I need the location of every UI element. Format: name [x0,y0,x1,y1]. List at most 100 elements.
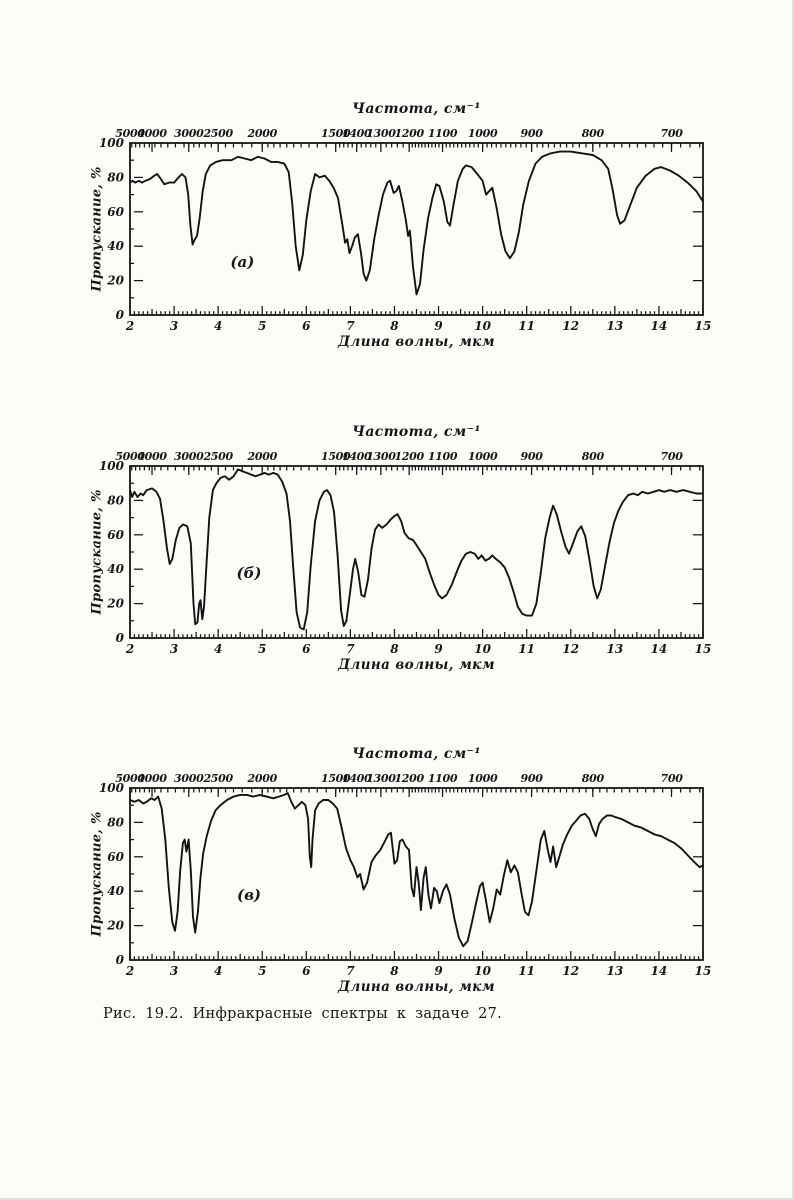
svg-text:5: 5 [258,642,266,656]
spectrum-curve [129,468,704,631]
svg-text:1400: 1400 [342,772,372,785]
svg-text:2: 2 [125,319,134,333]
svg-text:0: 0 [116,953,125,967]
svg-text:1000: 1000 [468,127,498,140]
wavelength-axis-title: Длина волны, мкм [338,979,495,995]
svg-text:5000: 5000 [115,450,145,463]
svg-text:900: 900 [521,772,544,785]
svg-text:12: 12 [562,964,579,978]
svg-text:7: 7 [346,964,355,978]
svg-text:8: 8 [390,319,399,333]
svg-text:1200: 1200 [394,772,424,785]
svg-text:1200: 1200 [394,450,424,463]
svg-text:13: 13 [606,964,623,978]
svg-text:1500: 1500 [321,450,351,463]
svg-text:700: 700 [660,450,683,463]
svg-text:4000: 4000 [137,772,167,785]
svg-text:10: 10 [474,319,491,333]
svg-text:20: 20 [106,597,124,611]
svg-text:1100: 1100 [428,450,458,463]
svg-text:40: 40 [107,884,124,898]
svg-text:1400: 1400 [342,127,372,140]
svg-text:2: 2 [125,642,134,656]
svg-text:60: 60 [107,205,124,219]
ir-spectrum-chart-a: Частота, см⁻¹ Пропускание, % 5000 4000 300… [0,95,794,357]
svg-text:4: 4 [214,319,222,333]
svg-text:6: 6 [302,642,311,656]
wavelength-axis-title: Длина волны, мкм [338,657,495,673]
svg-text:11: 11 [518,319,535,333]
svg-text:2: 2 [125,964,134,978]
svg-text:12: 12 [562,642,579,656]
svg-text:4: 4 [214,964,222,978]
svg-text:8: 8 [390,964,399,978]
svg-text:9: 9 [434,642,443,656]
svg-text:7: 7 [346,319,355,333]
svg-text:1000: 1000 [468,772,498,785]
svg-text:2000: 2000 [247,450,278,463]
svg-text:3000: 3000 [174,450,204,463]
svg-text:2500: 2500 [202,127,233,140]
svg-text:100: 100 [99,459,125,473]
svg-text:60: 60 [107,528,124,542]
svg-text:3: 3 [170,319,178,333]
svg-text:1200: 1200 [394,127,424,140]
svg-text:15: 15 [695,964,712,978]
svg-text:5000: 5000 [115,772,145,785]
svg-text:900: 900 [521,127,544,140]
svg-text:7: 7 [346,642,355,656]
svg-text:2500: 2500 [202,450,233,463]
svg-text:14: 14 [651,964,668,978]
svg-text:8: 8 [390,642,399,656]
svg-text:800: 800 [582,450,605,463]
figure-caption: Рис. 19.2. Инфракрасные спектры к задаче… [103,1006,503,1022]
svg-text:60: 60 [107,850,124,864]
svg-text:20: 20 [106,919,124,933]
ir-spectrum-chart-v: Частота, см⁻¹ Пропускание, % 5000 4000 300… [0,740,794,1002]
svg-text:13: 13 [606,642,623,656]
svg-text:11: 11 [518,642,535,656]
svg-text:800: 800 [582,127,605,140]
svg-text:1000: 1000 [468,450,498,463]
svg-text:900: 900 [521,450,544,463]
svg-text:14: 14 [651,642,668,656]
svg-text:9: 9 [434,319,443,333]
ir-spectrum-chart-b: Частота, см⁻¹ Пропускание, % 5000 4000 300… [0,418,794,680]
svg-text:700: 700 [660,127,683,140]
svg-text:1300: 1300 [366,450,396,463]
frequency-axis-title: Частота, см⁻¹ [352,746,481,762]
wavelength-axis-title: Длина волны, мкм [338,334,495,350]
svg-text:100: 100 [99,781,125,795]
svg-text:10: 10 [474,964,491,978]
svg-text:6: 6 [302,319,311,333]
svg-text:1400: 1400 [342,450,372,463]
svg-text:1100: 1100 [428,772,458,785]
svg-text:40: 40 [107,562,124,576]
svg-text:5000: 5000 [115,127,145,140]
svg-text:6: 6 [302,964,311,978]
svg-text:9: 9 [434,964,443,978]
panel-label: (а) [230,253,254,271]
frequency-axis-title: Частота, см⁻¹ [352,101,481,117]
svg-text:4000: 4000 [137,127,167,140]
svg-text:1300: 1300 [366,772,396,785]
svg-text:2000: 2000 [247,127,278,140]
spectrum-curve [129,792,704,948]
svg-text:1300: 1300 [366,127,396,140]
svg-text:3: 3 [170,642,178,656]
svg-text:11: 11 [518,964,535,978]
svg-text:3000: 3000 [174,772,204,785]
svg-text:2500: 2500 [202,772,233,785]
svg-text:80: 80 [107,815,124,829]
svg-text:1100: 1100 [428,127,458,140]
svg-text:15: 15 [695,642,712,656]
svg-text:2000: 2000 [247,772,278,785]
svg-text:1500: 1500 [321,772,351,785]
svg-text:0: 0 [116,308,125,322]
svg-text:3: 3 [170,964,178,978]
